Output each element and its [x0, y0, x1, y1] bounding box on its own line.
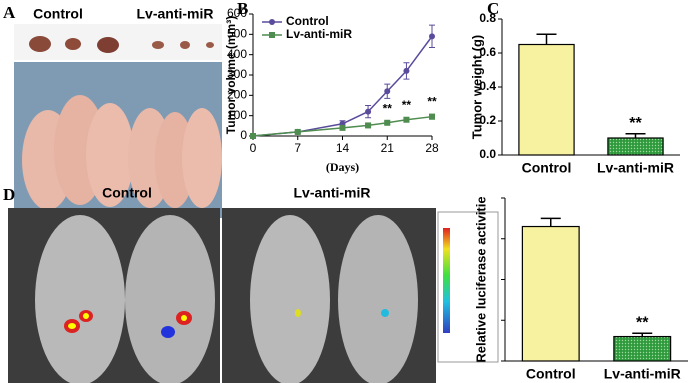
panel-label: B — [237, 0, 248, 18]
marker — [403, 67, 410, 74]
marker — [365, 122, 372, 129]
annotation: ** — [427, 94, 437, 108]
bar — [607, 137, 664, 156]
bar — [613, 335, 672, 362]
y-axis-label: Tumor volume (mm³) — [224, 16, 238, 134]
y-axis-label: Tumor weight (g) — [469, 35, 484, 139]
marker — [403, 116, 410, 123]
y-tick-label: 600 — [227, 6, 247, 20]
x-tick-label: Control — [522, 160, 572, 176]
x-axis-label: (Days) — [326, 160, 359, 174]
annotation: ** — [636, 315, 649, 332]
y-tick-label: 0.8 — [479, 11, 496, 25]
panel-label: D — [3, 185, 15, 204]
x-tick-label: Lv-anti-miR — [597, 160, 674, 176]
y-tick-label: 400 — [227, 47, 247, 61]
legend-label: Control — [286, 14, 329, 28]
photo-a — [14, 24, 222, 218]
annotation: ** — [402, 98, 412, 112]
legend-label: Lv-anti-miR — [286, 27, 352, 41]
y-tick-label: 0.4 — [479, 79, 496, 93]
y-tick-label: 300 — [227, 67, 247, 81]
error-bar — [536, 33, 557, 45]
bar — [521, 225, 580, 362]
marker — [429, 33, 435, 40]
panel-label: A — [3, 3, 16, 22]
y-tick-label: 0.0 — [479, 147, 496, 161]
photo-d — [8, 208, 499, 383]
marker — [339, 124, 346, 131]
photo-label: Lv-anti-miR — [137, 6, 214, 22]
marker — [384, 88, 391, 95]
annotation: ** — [383, 101, 393, 115]
marker — [294, 128, 301, 135]
error-bar — [625, 133, 646, 138]
y-axis-label: Relative luciferase activitie — [473, 196, 488, 362]
x-tick-label: 28 — [425, 141, 439, 155]
marker — [365, 108, 372, 115]
y-tick-label: 100 — [227, 108, 247, 122]
x-tick-label: Lv-anti-miR — [604, 366, 681, 382]
x-tick-label: 7 — [294, 141, 301, 155]
y-tick-label: 500 — [227, 27, 247, 41]
error-bar — [540, 217, 561, 227]
y-tick-label: 200 — [227, 88, 247, 102]
x-tick-label: Control — [526, 366, 576, 382]
photo-label: Control — [33, 6, 83, 22]
panel-label: C — [487, 0, 499, 18]
legend-marker — [269, 32, 275, 38]
x-tick-label: 21 — [381, 141, 395, 155]
annotation: ** — [629, 115, 642, 132]
y-tick-label: 0.2 — [479, 113, 496, 127]
marker — [250, 133, 256, 139]
legend-marker — [269, 19, 275, 25]
photo-label: Control — [102, 185, 152, 201]
y-tick-label: 0.6 — [479, 45, 496, 59]
x-tick-label: 0 — [250, 141, 257, 155]
bar — [518, 43, 575, 156]
marker — [429, 113, 435, 120]
photo-label: Lv-anti-miR — [294, 185, 371, 201]
marker — [384, 119, 391, 126]
y-tick-label: 0 — [240, 128, 247, 142]
x-tick-label: 14 — [336, 141, 350, 155]
